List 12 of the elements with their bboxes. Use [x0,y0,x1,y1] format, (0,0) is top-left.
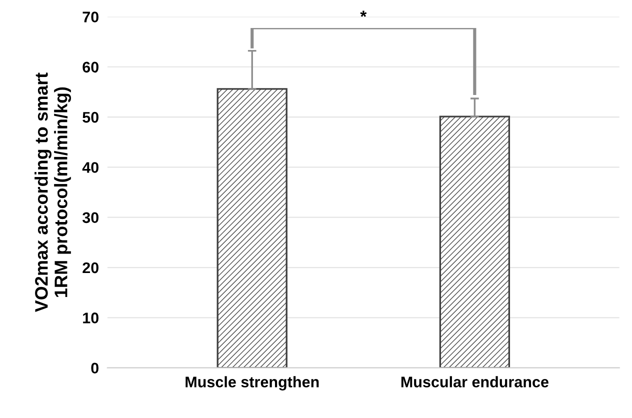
y-tick-label: 70 [82,12,98,22]
annotation: * [360,10,367,17]
x-tick-label: Muscular endurance [401,376,548,388]
y-tick-label: 0 [91,362,98,374]
x-tick-label: Muscle strengthen [186,376,319,390]
y-tick-label: 30 [82,212,98,224]
y-tick-label: 20 [82,262,98,274]
y-tick-label: 60 [82,62,98,73]
y-axis-title: VO2max according to smart 1RM protocol(ml/min/kg) [34,72,72,312]
y-tick-label: 40 [82,162,98,173]
y-tick-label: 50 [82,112,98,123]
y-tick-label: 10 [83,312,98,324]
